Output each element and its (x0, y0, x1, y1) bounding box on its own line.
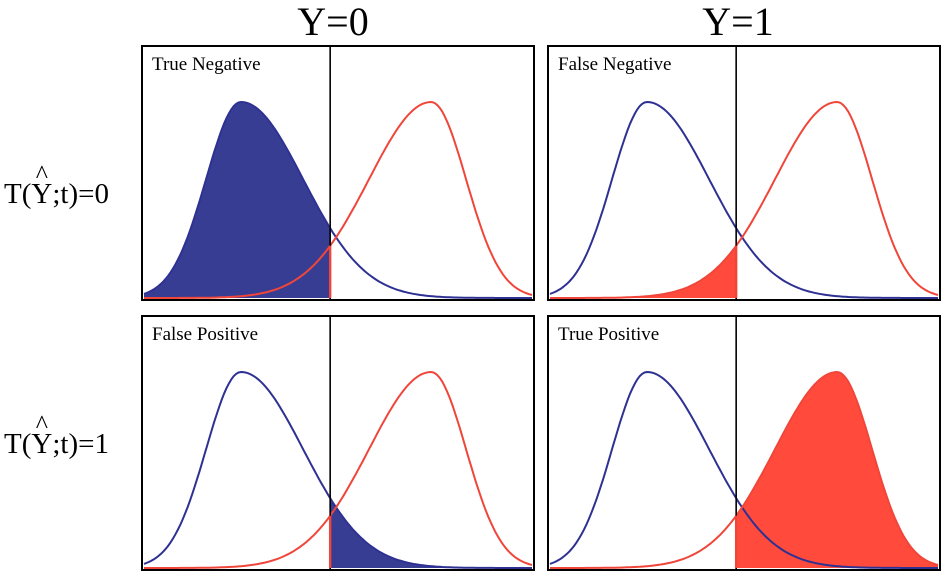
shaded-region (144, 102, 331, 298)
positive-class-curve (550, 370, 939, 569)
positive-class-curve (144, 370, 533, 569)
panel-label: False Negative (558, 54, 671, 75)
positive-class-curve (144, 100, 533, 299)
row-label-t1: T(^ Y;t)=1 (4, 410, 140, 460)
row-label-t1-letter: Y (31, 428, 53, 460)
panel-true-positive: True Positive (547, 315, 941, 571)
panel-false-negative: False Negative (547, 45, 941, 301)
shaded-region (736, 372, 938, 568)
row-label-t1-suffix: ;t)=1 (52, 428, 109, 460)
shaded-region (550, 245, 737, 298)
row-label-t0-suffix: ;t)=0 (52, 178, 109, 210)
negative-class-curve (143, 100, 532, 299)
row-label-t0-hat-letter: ^ Y (31, 160, 53, 210)
panel-false-positive: False Positive (141, 315, 535, 571)
panel-true-negative: True Negative (141, 45, 535, 301)
column-title-y1: Y=1 (702, 0, 774, 44)
panel-label: False Positive (152, 324, 258, 345)
shaded-region (330, 498, 532, 568)
panel-label: True Negative (152, 54, 261, 75)
row-label-t1-prefix: T( (4, 428, 32, 460)
panel-label: True Positive (558, 324, 659, 345)
panel-frame (547, 315, 941, 571)
negative-class-curve (143, 370, 532, 569)
row-label-t0-letter: Y (31, 178, 53, 210)
column-title-y0: Y=0 (297, 0, 369, 44)
row-label-t0: T(^ Y;t)=0 (4, 160, 140, 210)
positive-class-curve (550, 100, 939, 299)
panel-frame (141, 45, 535, 301)
negative-class-curve (549, 100, 938, 299)
negative-class-curve (549, 370, 938, 569)
panel-frame (547, 45, 941, 301)
row-label-t1-hat-letter: ^ Y (31, 410, 53, 460)
row-label-t0-prefix: T( (4, 178, 32, 210)
panel-frame (141, 315, 535, 571)
